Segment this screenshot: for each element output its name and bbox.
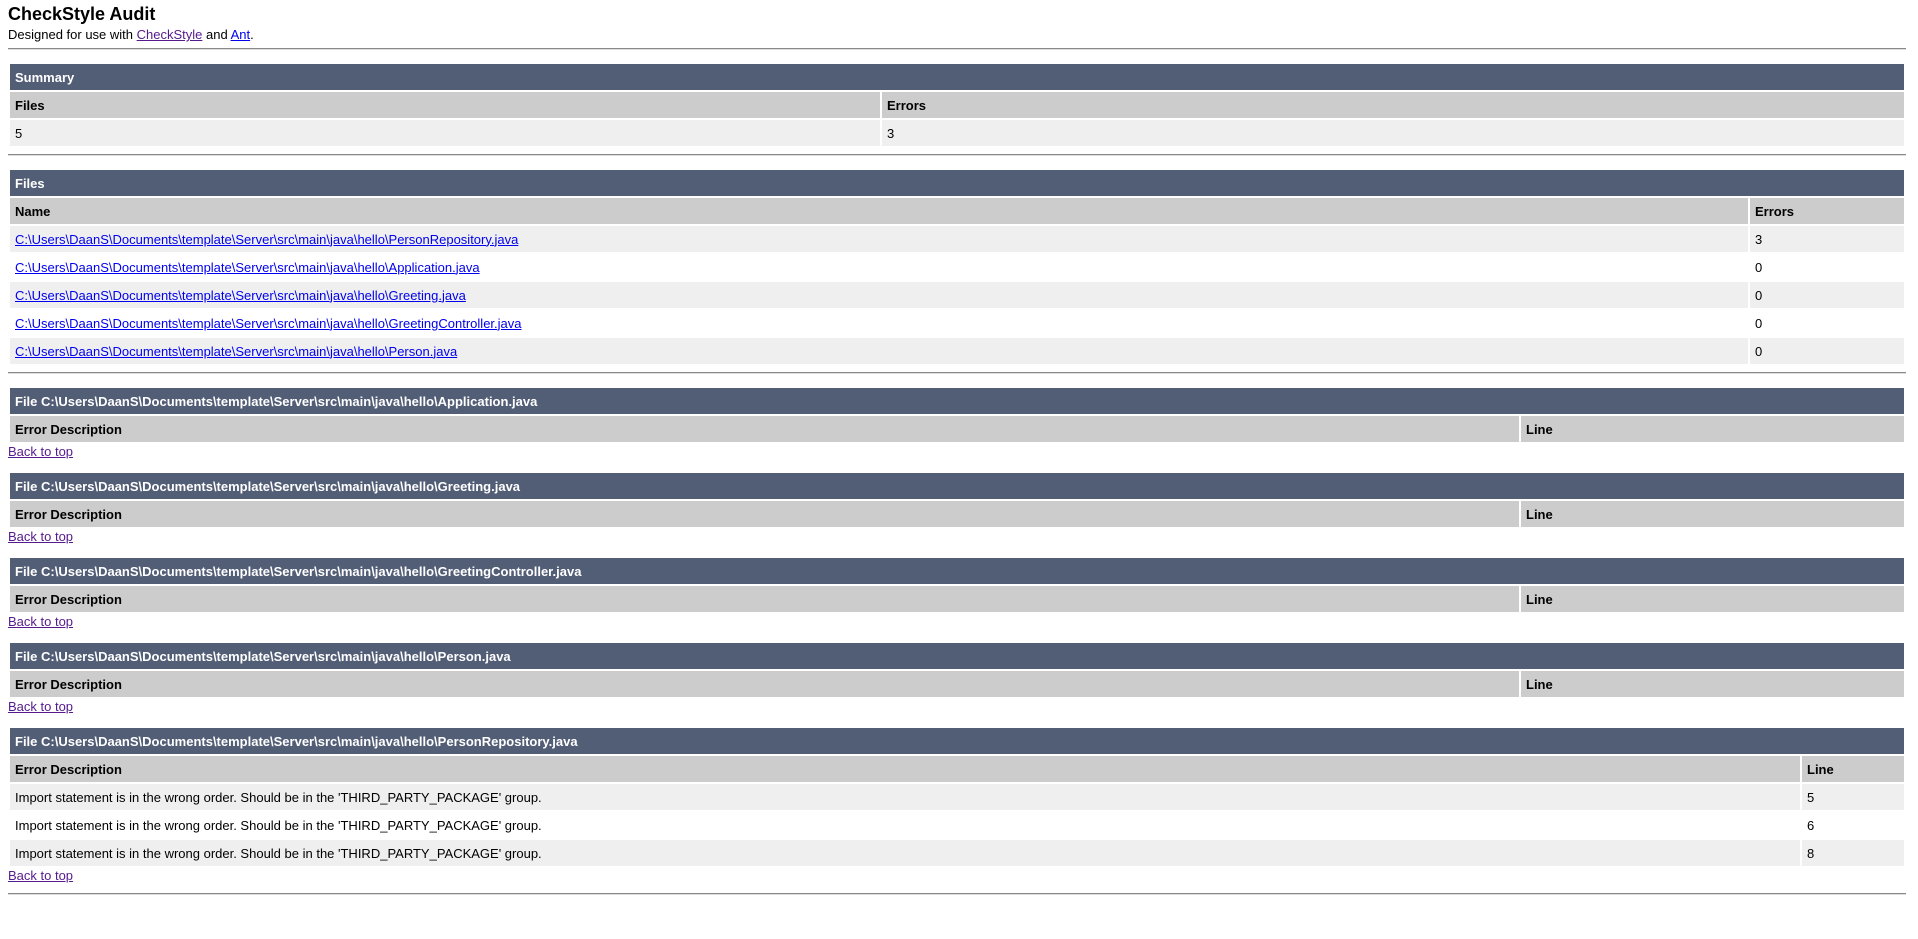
error-description-header: Error Description [10, 586, 1519, 612]
file-detail-caption: File C:\Users\DaanS\Documents\template\S… [10, 643, 1904, 669]
summary-caption: Summary [10, 64, 1904, 90]
file-detail-caption: File C:\Users\DaanS\Documents\template\S… [10, 558, 1904, 584]
error-description: Import statement is in the wrong order. … [10, 812, 1800, 838]
line-header: Line [1521, 671, 1904, 697]
subtitle-and: and [202, 27, 231, 42]
line-header: Line [1802, 756, 1904, 782]
error-line: 5 [1802, 784, 1904, 810]
file-detail-caption: File C:\Users\DaanS\Documents\template\S… [10, 473, 1904, 499]
error-row: Import statement is in the wrong order. … [10, 812, 1904, 838]
error-description-header: Error Description [10, 756, 1800, 782]
error-description-header: Error Description [10, 671, 1519, 697]
files-caption: Files [10, 170, 1904, 196]
file-detail-section: File C:\Users\DaanS\Documents\template\S… [8, 726, 1906, 887]
back-to-top-link[interactable]: Back to top [8, 699, 74, 714]
file-link[interactable]: C:\Users\DaanS\Documents\template\Server… [15, 315, 522, 331]
divider [8, 154, 1906, 156]
file-row: C:\Users\DaanS\Documents\template\Server… [10, 310, 1904, 336]
file-name-cell: C:\Users\DaanS\Documents\template\Server… [10, 254, 1748, 280]
file-detail-table: File C:\Users\DaanS\Documents\template\S… [8, 386, 1906, 444]
file-link[interactable]: C:\Users\DaanS\Documents\template\Server… [15, 231, 519, 247]
ant-link[interactable]: Ant [230, 27, 251, 42]
back-to-top-link[interactable]: Back to top [8, 444, 74, 459]
error-description-header: Error Description [10, 416, 1519, 442]
summary-errors-value: 3 [882, 120, 1904, 146]
error-line: 8 [1802, 840, 1904, 866]
file-details: File C:\Users\DaanS\Documents\template\S… [8, 386, 1906, 887]
file-detail-section: File C:\Users\DaanS\Documents\template\S… [8, 471, 1906, 548]
summary-table: Summary Files Errors 5 3 [8, 62, 1906, 148]
file-errors-cell: 0 [1750, 310, 1904, 336]
summary-errors-header: Errors [882, 92, 1904, 118]
file-detail-caption: File C:\Users\DaanS\Documents\template\S… [10, 728, 1904, 754]
file-name-cell: C:\Users\DaanS\Documents\template\Server… [10, 338, 1748, 364]
summary-files-value: 5 [10, 120, 880, 146]
line-header: Line [1521, 501, 1904, 527]
file-link[interactable]: C:\Users\DaanS\Documents\template\Server… [15, 259, 480, 275]
files-table: Files Name Errors C:\Users\DaanS\Documen… [8, 168, 1906, 366]
file-errors-cell: 3 [1750, 226, 1904, 252]
checkstyle-link[interactable]: CheckStyle [136, 27, 203, 42]
file-errors-cell: 0 [1750, 282, 1904, 308]
file-row: C:\Users\DaanS\Documents\template\Server… [10, 226, 1904, 252]
line-header: Line [1521, 416, 1904, 442]
file-detail-table: File C:\Users\DaanS\Documents\template\S… [8, 556, 1906, 614]
file-errors-cell: 0 [1750, 338, 1904, 364]
file-detail-table: File C:\Users\DaanS\Documents\template\S… [8, 641, 1906, 699]
back-to-top-link[interactable]: Back to top [8, 529, 74, 544]
file-link[interactable]: C:\Users\DaanS\Documents\template\Server… [15, 287, 466, 303]
file-row: C:\Users\DaanS\Documents\template\Server… [10, 338, 1904, 364]
error-line: 6 [1802, 812, 1904, 838]
file-errors-cell: 0 [1750, 254, 1904, 280]
file-name-cell: C:\Users\DaanS\Documents\template\Server… [10, 310, 1748, 336]
error-row: Import statement is in the wrong order. … [10, 840, 1904, 866]
file-row: C:\Users\DaanS\Documents\template\Server… [10, 282, 1904, 308]
files-name-header: Name [10, 198, 1748, 224]
file-row: C:\Users\DaanS\Documents\template\Server… [10, 254, 1904, 280]
divider [8, 372, 1906, 374]
file-detail-table: File C:\Users\DaanS\Documents\template\S… [8, 726, 1906, 868]
error-description: Import statement is in the wrong order. … [10, 784, 1800, 810]
error-description: Import statement is in the wrong order. … [10, 840, 1800, 866]
page-title: CheckStyle Audit [8, 4, 156, 24]
back-to-top-link[interactable]: Back to top [8, 868, 74, 883]
file-detail-caption: File C:\Users\DaanS\Documents\template\S… [10, 388, 1904, 414]
error-row: Import statement is in the wrong order. … [10, 784, 1904, 810]
file-link[interactable]: C:\Users\DaanS\Documents\template\Server… [15, 343, 458, 359]
summary-files-header: Files [10, 92, 880, 118]
line-header: Line [1521, 586, 1904, 612]
file-name-cell: C:\Users\DaanS\Documents\template\Server… [10, 282, 1748, 308]
subtitle-text: Designed for use with [8, 27, 137, 42]
error-description-header: Error Description [10, 501, 1519, 527]
files-errors-header: Errors [1750, 198, 1904, 224]
file-detail-section: File C:\Users\DaanS\Documents\template\S… [8, 386, 1906, 463]
file-detail-section: File C:\Users\DaanS\Documents\template\S… [8, 556, 1906, 633]
back-to-top-link[interactable]: Back to top [8, 614, 74, 629]
divider [8, 893, 1906, 895]
file-detail-table: File C:\Users\DaanS\Documents\template\S… [8, 471, 1906, 529]
subtitle-suffix: . [250, 27, 254, 42]
file-detail-section: File C:\Users\DaanS\Documents\template\S… [8, 641, 1906, 718]
divider [8, 48, 1906, 50]
file-name-cell: C:\Users\DaanS\Documents\template\Server… [10, 226, 1748, 252]
subtitle: Designed for use with CheckStyle and Ant… [8, 27, 1906, 42]
